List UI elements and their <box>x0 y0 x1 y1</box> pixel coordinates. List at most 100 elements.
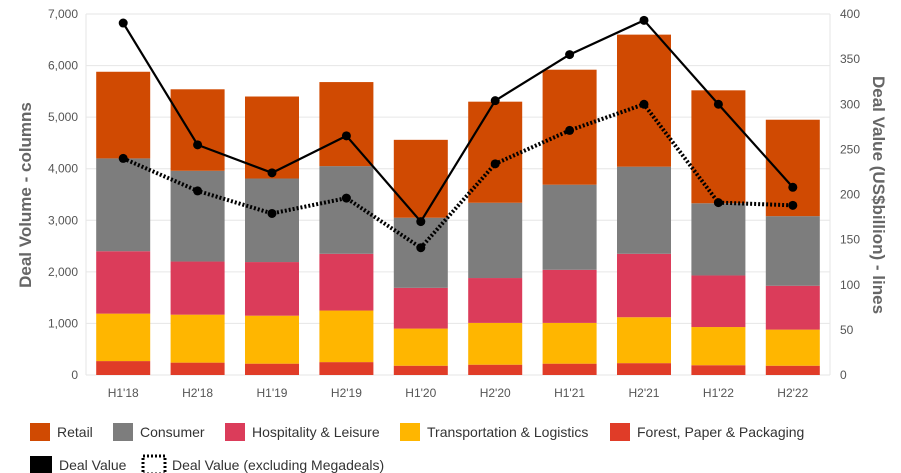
legend-swatch <box>141 454 167 473</box>
bar-segment <box>617 253 671 318</box>
x-tick-label: H1'22 <box>703 386 734 400</box>
bar-segment <box>245 315 299 364</box>
legend: Retail Consumer Hospitality & Leisure Trans… <box>30 423 804 473</box>
legend-label: Consumer <box>140 424 205 440</box>
bar-segment <box>170 362 225 375</box>
y2-tick-label: 0 <box>840 368 847 382</box>
right-axis-ticks: 0 50 100 150 200 250 300 350 400 <box>840 7 860 382</box>
bar-segment <box>170 89 225 171</box>
line-point <box>118 18 128 28</box>
y-tick-label: 3,000 <box>48 213 78 227</box>
x-axis-ticks: H1'18 H2'18 H1'19 H2'19 H1'20 H2'20 H1'21 H2'21… <box>108 386 809 400</box>
line-point <box>565 125 575 135</box>
line-point <box>788 182 798 192</box>
bar-segment <box>468 202 523 279</box>
line-point <box>490 159 500 169</box>
y2-tick-label: 350 <box>840 52 860 66</box>
line-point <box>565 50 575 60</box>
legend-label: Hospitality & Leisure <box>252 424 380 440</box>
y-tick-label: 0 <box>71 368 78 382</box>
line-point <box>193 140 203 150</box>
bar-segment <box>468 101 523 203</box>
bar-segment <box>765 285 820 330</box>
legend-swatch <box>400 423 420 441</box>
line-point <box>639 15 649 25</box>
bar-segment <box>170 261 225 315</box>
line-point <box>713 198 723 208</box>
line-point <box>416 243 426 253</box>
y2-tick-label: 300 <box>840 97 860 111</box>
bar-segment <box>245 178 299 263</box>
left-axis-title: Deal Volume - columns <box>16 102 35 288</box>
bar-segment <box>468 278 523 323</box>
bar-segment <box>617 317 671 364</box>
bar-segment <box>96 71 151 159</box>
bar-segment <box>765 365 820 375</box>
bar-segment <box>691 203 746 276</box>
bar-segment <box>691 275 746 328</box>
line-point <box>416 217 426 227</box>
x-tick-label: H1'18 <box>108 386 139 400</box>
line-point <box>341 131 351 141</box>
y-tick-label: 1,000 <box>48 316 78 330</box>
bar-segment <box>542 184 597 270</box>
y-tick-label: 5,000 <box>48 110 78 124</box>
bar-segment <box>170 314 225 363</box>
bar-segment <box>393 139 448 218</box>
bar-segment <box>96 361 151 375</box>
x-tick-label: H1'19 <box>257 386 288 400</box>
bar-segment <box>245 262 299 316</box>
bar-segment <box>617 166 671 254</box>
legend-swatch <box>225 423 245 441</box>
x-tick-label: H2'22 <box>777 386 808 400</box>
legend-label: Deal Value <box>59 457 127 473</box>
legend-swatch <box>610 423 630 441</box>
line-point <box>341 193 351 203</box>
bar-segment <box>393 287 448 329</box>
legend-swatch <box>113 423 133 441</box>
bar-segment <box>765 329 820 366</box>
y-tick-label: 6,000 <box>48 59 78 73</box>
bar-segment <box>542 322 597 364</box>
line-point <box>267 208 277 218</box>
bar-segment <box>468 364 523 375</box>
line-point <box>193 186 203 196</box>
deal-value-line <box>122 19 794 223</box>
x-tick-label: H1'20 <box>405 386 436 400</box>
value-lines <box>118 15 798 253</box>
y-tick-label: 2,000 <box>48 265 78 279</box>
y2-tick-label: 400 <box>840 7 860 21</box>
x-tick-label: H2'18 <box>182 386 213 400</box>
bar-segment <box>691 365 746 375</box>
line-point <box>490 96 500 106</box>
right-axis-title: Deal Value (US$billion) - lines <box>869 76 888 314</box>
line-point <box>639 99 649 109</box>
bar-segment <box>245 363 299 375</box>
legend-swatch <box>30 456 52 473</box>
x-tick-label: H1'21 <box>554 386 585 400</box>
bar-segment <box>96 251 151 314</box>
bar-segment <box>393 217 448 288</box>
legend-label: Transportation & Logistics <box>427 424 588 440</box>
bar-segment <box>319 82 374 167</box>
left-axis-ticks: 0 1,000 2,000 3,000 4,000 5,000 6,000 7,000 <box>48 7 78 382</box>
legend-label: Deal Value (excluding Megadeals) <box>172 457 384 473</box>
y2-tick-label: 50 <box>840 323 854 337</box>
legend-swatch <box>30 423 50 441</box>
x-tick-label: H2'20 <box>480 386 511 400</box>
line-point <box>713 99 723 109</box>
bar-segment <box>691 90 746 204</box>
bar-segment <box>393 328 448 366</box>
y2-tick-label: 200 <box>840 188 860 202</box>
bars <box>96 34 820 375</box>
y-tick-label: 4,000 <box>48 162 78 176</box>
bar-segment <box>393 365 448 375</box>
deal-value-excl-megadeals-line <box>122 102 793 250</box>
y-tick-label: 7,000 <box>48 7 78 21</box>
bar-segment <box>542 269 597 323</box>
bar-segment <box>319 253 374 311</box>
line-point <box>118 153 128 163</box>
legend-label: Retail <box>57 424 93 440</box>
line-point <box>788 200 798 210</box>
